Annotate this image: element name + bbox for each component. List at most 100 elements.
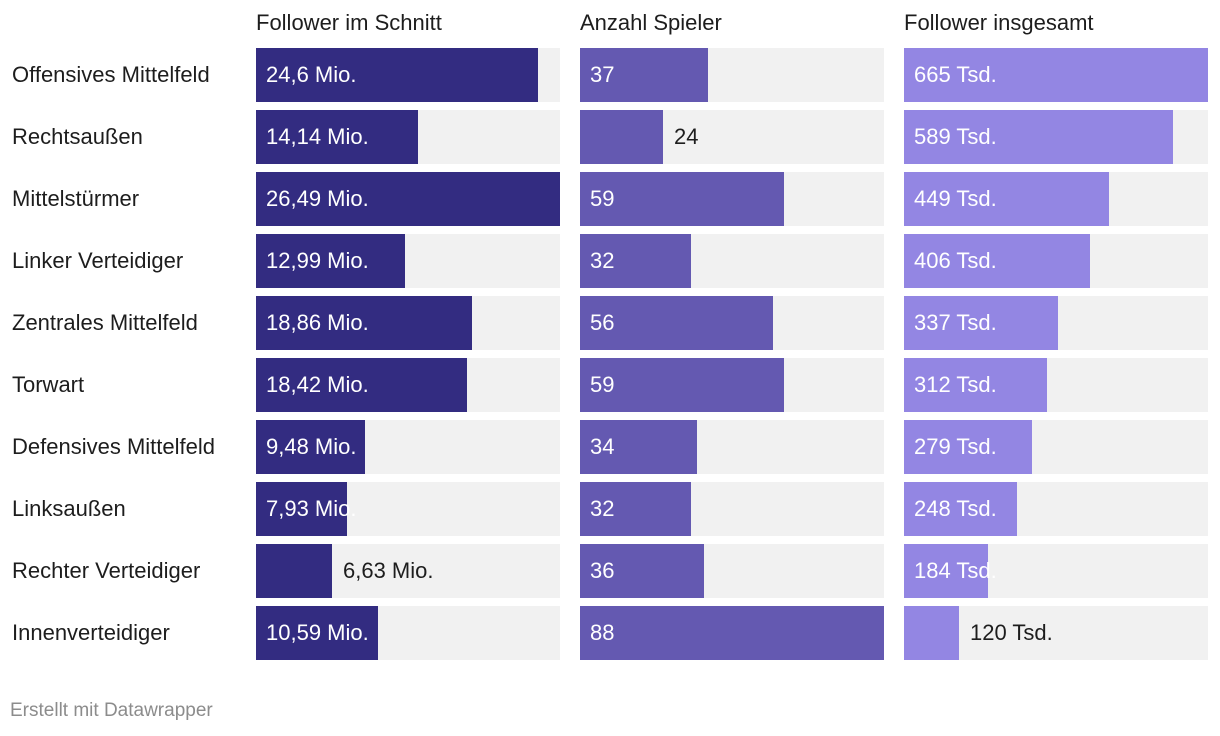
column-title: Follower insgesamt (904, 10, 1094, 35)
bar-track: 120 Tsd. (904, 606, 1208, 660)
bar (580, 544, 704, 598)
bar-track: 36 (580, 544, 884, 598)
data-label: 18,42 Mio. (266, 372, 369, 397)
data-label: 12,99 Mio. (266, 248, 369, 273)
bar (256, 48, 538, 102)
bar-track: 6,63 Mio. (256, 544, 560, 598)
bar-track: 589 Tsd. (904, 110, 1208, 164)
row-label: Innenverteidiger (12, 620, 170, 645)
column-title: Follower im Schnitt (256, 10, 442, 35)
bar (256, 234, 405, 288)
bar (904, 420, 1032, 474)
bar (904, 544, 988, 598)
data-label: 36 (590, 558, 615, 583)
data-label: 24 (674, 124, 699, 149)
bar (904, 358, 1047, 412)
bar (904, 110, 1173, 164)
row-label: Linker Verteidiger (12, 248, 184, 273)
data-label: 337 Tsd. (914, 310, 997, 335)
bar-track: 88 (580, 606, 884, 660)
data-label: 88 (590, 620, 615, 645)
data-label: 10,59 Mio. (266, 620, 369, 645)
bar-track: 18,42 Mio. (256, 358, 560, 412)
data-label: 449 Tsd. (914, 186, 997, 211)
bar (904, 234, 1090, 288)
bar (580, 482, 691, 536)
bar-track: 9,48 Mio. (256, 420, 560, 474)
bar-track: 12,99 Mio. (256, 234, 560, 288)
row-label: Defensives Mittelfeld (12, 434, 215, 459)
bar-track: 34 (580, 420, 884, 474)
data-label: 24,6 Mio. (266, 62, 357, 87)
data-label: 312 Tsd. (914, 372, 997, 397)
data-label: 6,63 Mio. (343, 558, 434, 583)
bar-track: 14,14 Mio. (256, 110, 560, 164)
chart: Follower im Schnitt Anzahl Spieler Followe… (12, 10, 1208, 660)
column-title: Anzahl Spieler (580, 10, 722, 35)
data-label: 32 (590, 248, 615, 273)
bar-track: 337 Tsd. (904, 296, 1208, 350)
row-label: Linksaußen (12, 496, 126, 521)
bar-track: 56 (580, 296, 884, 350)
bar (904, 482, 1017, 536)
data-label: 120 Tsd. (970, 620, 1053, 645)
bar (580, 358, 784, 412)
bar (580, 420, 697, 474)
data-label: 59 (590, 186, 615, 211)
bar-track: 248 Tsd. (904, 482, 1208, 536)
bar (904, 606, 959, 660)
bar-track: 184 Tsd. (904, 544, 1208, 598)
bar-track: 279 Tsd. (904, 420, 1208, 474)
bar (580, 48, 708, 102)
data-label: 26,49 Mio. (266, 186, 369, 211)
bar-track: 24,6 Mio. (256, 48, 560, 102)
bar-track: 7,93 Mio. (256, 482, 560, 536)
bar-track: 312 Tsd. (904, 358, 1208, 412)
bar (580, 296, 773, 350)
bar-track: 32 (580, 234, 884, 288)
bar (580, 172, 784, 226)
bar (580, 110, 663, 164)
bar-track: 665 Tsd. (904, 48, 1208, 102)
data-label: 59 (590, 372, 615, 397)
data-label: 37 (590, 62, 615, 87)
data-label: 665 Tsd. (914, 62, 997, 87)
row-label: Torwart (12, 372, 85, 397)
bar (904, 296, 1058, 350)
bar-track: 10,59 Mio. (256, 606, 560, 660)
bar (580, 606, 884, 660)
row-label: Offensives Mittelfeld (12, 62, 210, 87)
bar-track: 26,49 Mio. (256, 172, 560, 226)
bar (256, 172, 560, 226)
bar (904, 172, 1109, 226)
bar-track: 37 (580, 48, 884, 102)
data-label: 9,48 Mio. (266, 434, 357, 459)
bar (256, 296, 472, 350)
bar (904, 48, 1208, 102)
data-label: 32 (590, 496, 615, 521)
bar (256, 544, 332, 598)
bar (256, 110, 418, 164)
data-label: 406 Tsd. (914, 248, 997, 273)
row-label: Rechtsaußen (12, 124, 143, 149)
data-label: 7,93 Mio. (266, 496, 357, 521)
footer-credit: Erstellt mit Datawrapper (10, 700, 213, 721)
bar-track: 59 (580, 358, 884, 412)
data-label: 56 (590, 310, 615, 335)
data-label: 14,14 Mio. (266, 124, 369, 149)
data-label: 589 Tsd. (914, 124, 997, 149)
data-label: 279 Tsd. (914, 434, 997, 459)
row-label: Zentrales Mittelfeld (12, 310, 198, 335)
bar-track: 449 Tsd. (904, 172, 1208, 226)
bar (256, 358, 467, 412)
row-label: Mittelstürmer (12, 186, 140, 211)
bar-track: 59 (580, 172, 884, 226)
bar-track: 18,86 Mio. (256, 296, 560, 350)
bar (256, 606, 378, 660)
data-label: 18,86 Mio. (266, 310, 369, 335)
bar (256, 420, 365, 474)
data-label: 248 Tsd. (914, 496, 997, 521)
bar-track: 24 (580, 110, 884, 164)
data-label: 34 (590, 434, 615, 459)
bar (580, 234, 691, 288)
